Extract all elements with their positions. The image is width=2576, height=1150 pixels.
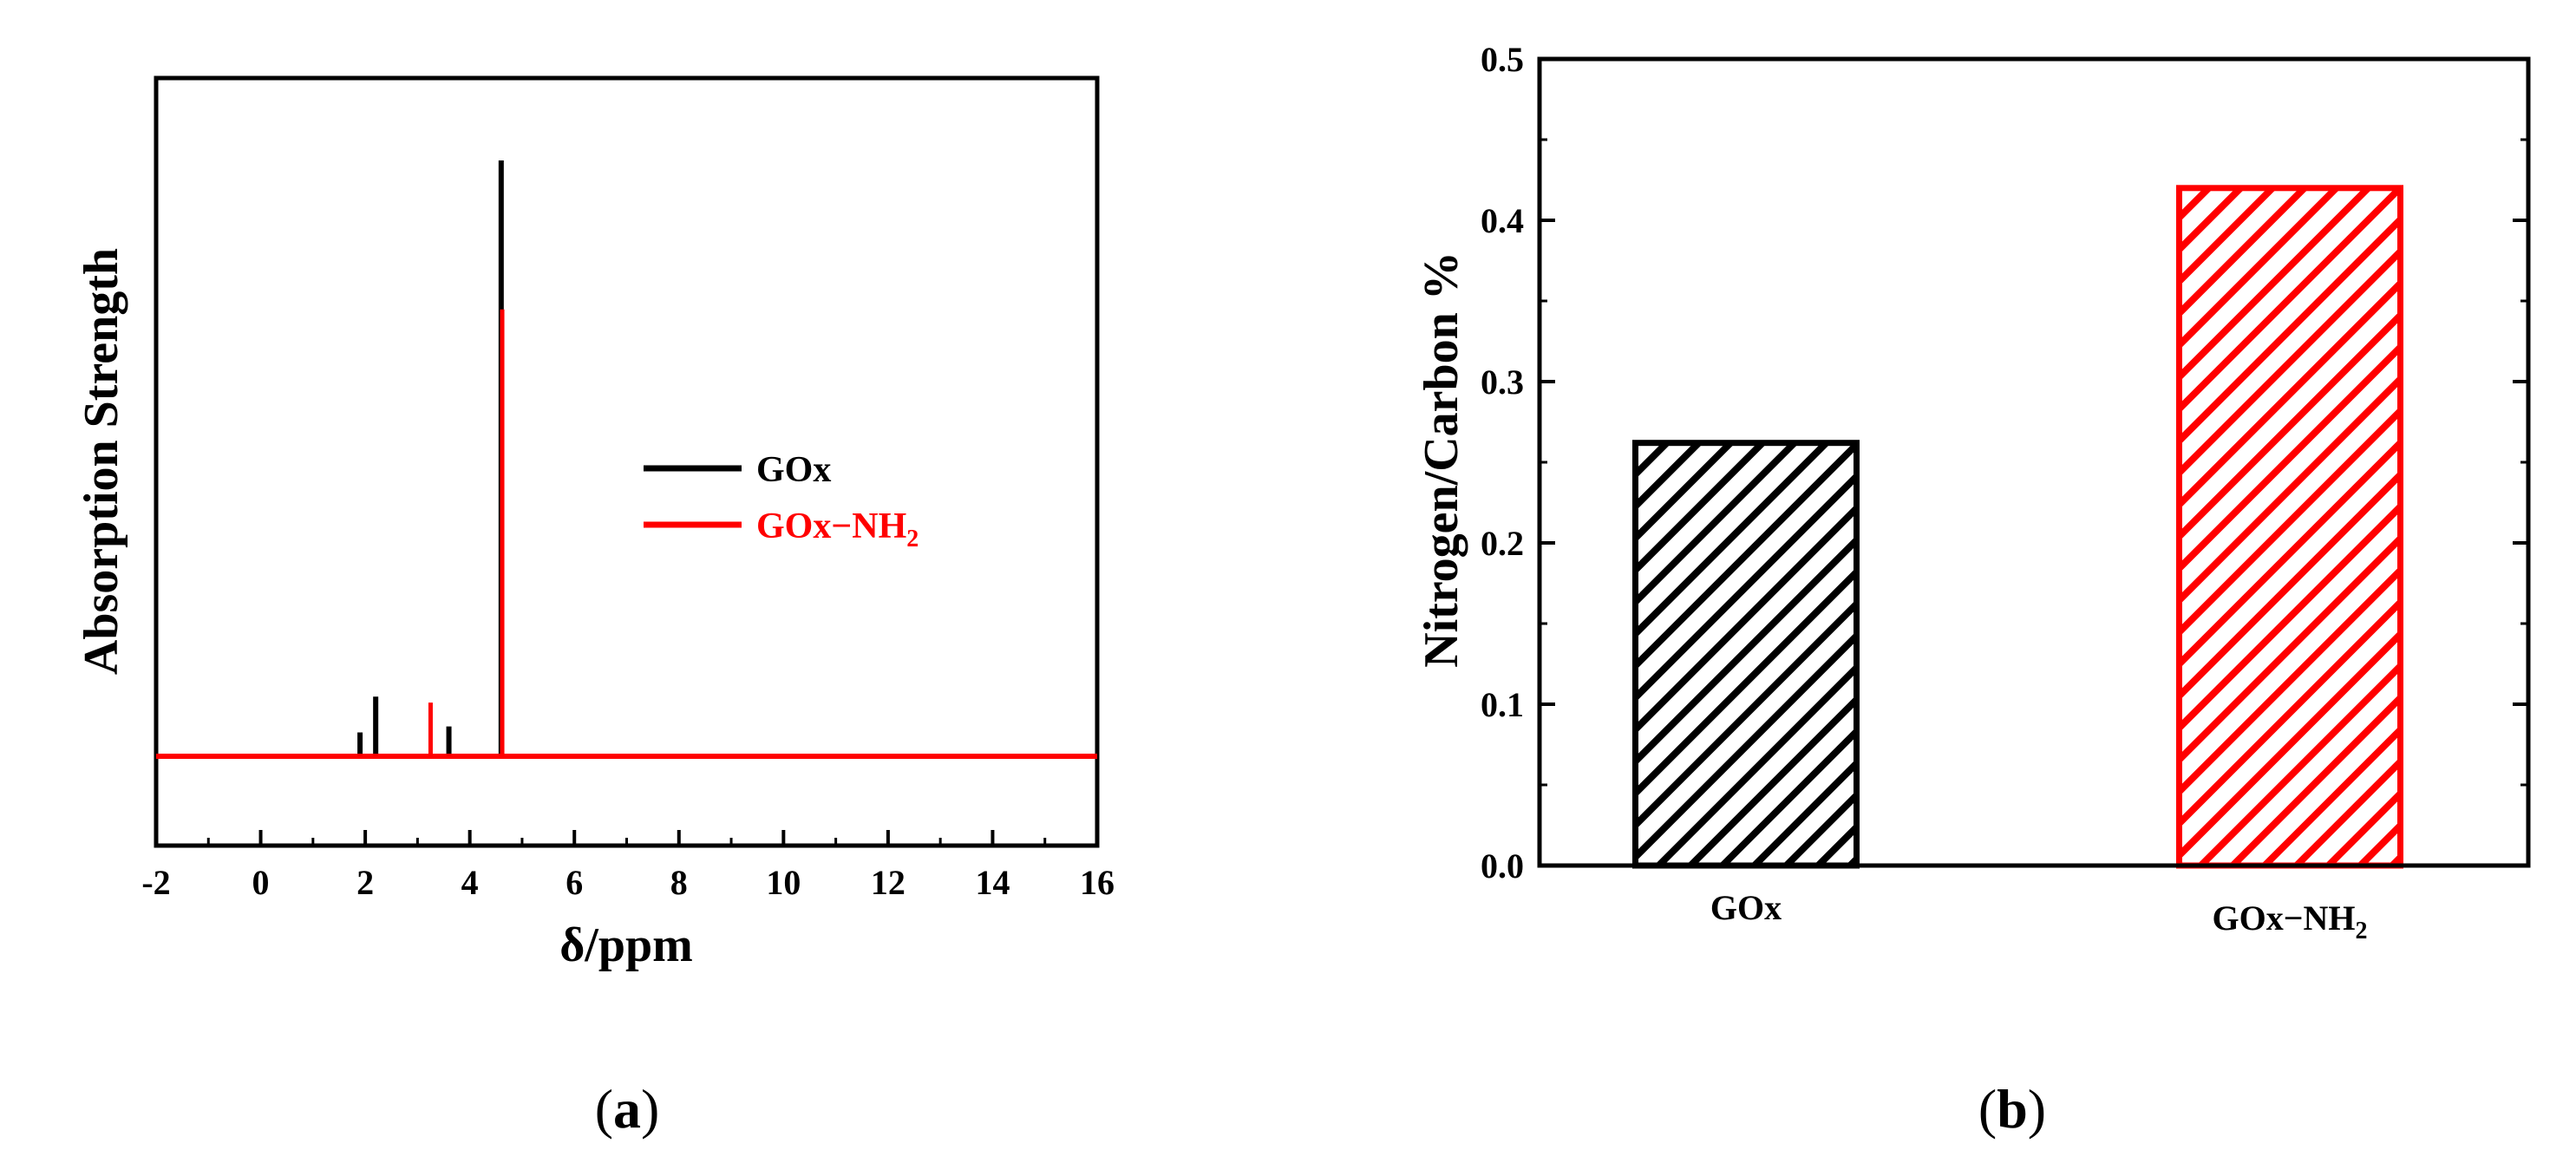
y-tick-label-b: 0.1 bbox=[1481, 685, 1524, 724]
legend-a: GOx GOx−NH2 bbox=[644, 450, 919, 552]
y-tick-label-b: 0.0 bbox=[1481, 846, 1524, 885]
x-tick-label-a: 10 bbox=[766, 863, 801, 902]
x-tick-label-a: 2 bbox=[356, 863, 374, 902]
bar-gox bbox=[1632, 440, 1860, 869]
legend-label-gox-nh2: GOx−NH2 bbox=[756, 506, 919, 552]
x-tick-label-a: 4 bbox=[461, 863, 479, 902]
x-axis-a: -2 0 2 4 6 8 10 12 14 16 bbox=[141, 830, 1115, 902]
y-tick-label-b: 0.2 bbox=[1481, 524, 1524, 563]
x-tick-label-a: 14 bbox=[975, 863, 1010, 902]
y-tick-label-b: 0.4 bbox=[1481, 201, 1524, 240]
chart-b: 0.0 0.1 0.2 0.3 0.4 0.5 Nitrogen/Carbon % GOx… bbox=[1415, 40, 2531, 944]
y-tick-label-b: 0.5 bbox=[1481, 40, 1524, 79]
plot-area-a bbox=[154, 75, 1100, 848]
x-tick-label-a: 8 bbox=[670, 863, 688, 902]
panel-label-a: (a) bbox=[595, 1078, 660, 1140]
x-tick-label-a: -2 bbox=[141, 863, 170, 902]
x-axis-title-a: δ/ppm bbox=[559, 918, 693, 972]
legend-subscript: 2 bbox=[906, 526, 919, 552]
bar-gox-nh2 bbox=[2176, 185, 2403, 869]
x-tick-label-a: 16 bbox=[1080, 863, 1115, 902]
legend-label-gox: GOx bbox=[756, 450, 831, 490]
y-tick-label-b: 0.3 bbox=[1481, 363, 1524, 402]
x-tick-label-a: 0 bbox=[252, 863, 270, 902]
series-gox bbox=[156, 160, 1097, 759]
x-tick-label-a: 12 bbox=[871, 863, 906, 902]
y-axis-title-a: Absorption Strength bbox=[75, 248, 128, 675]
panel-label-b: (b) bbox=[1978, 1078, 2046, 1140]
y-axis-title-b: Nitrogen/Carbon % bbox=[1415, 252, 1468, 668]
category-label-gox-nh2: GOx−NH2 bbox=[2212, 898, 2367, 944]
x-tick-label-a: 6 bbox=[566, 863, 583, 902]
series-group-a bbox=[156, 160, 1097, 759]
series-gox-nh2 bbox=[156, 309, 1097, 759]
y-axis-b: 0.0 0.1 0.2 0.3 0.4 0.5 bbox=[1481, 40, 2528, 885]
chart-a: -2 0 2 4 6 8 10 12 14 16 δ/ppm Absorption Strengt… bbox=[75, 75, 1115, 972]
bars-group-b bbox=[1632, 185, 2403, 869]
category-label-gox: GOx bbox=[1710, 888, 1782, 927]
category-subscript: 2 bbox=[2356, 918, 2368, 944]
